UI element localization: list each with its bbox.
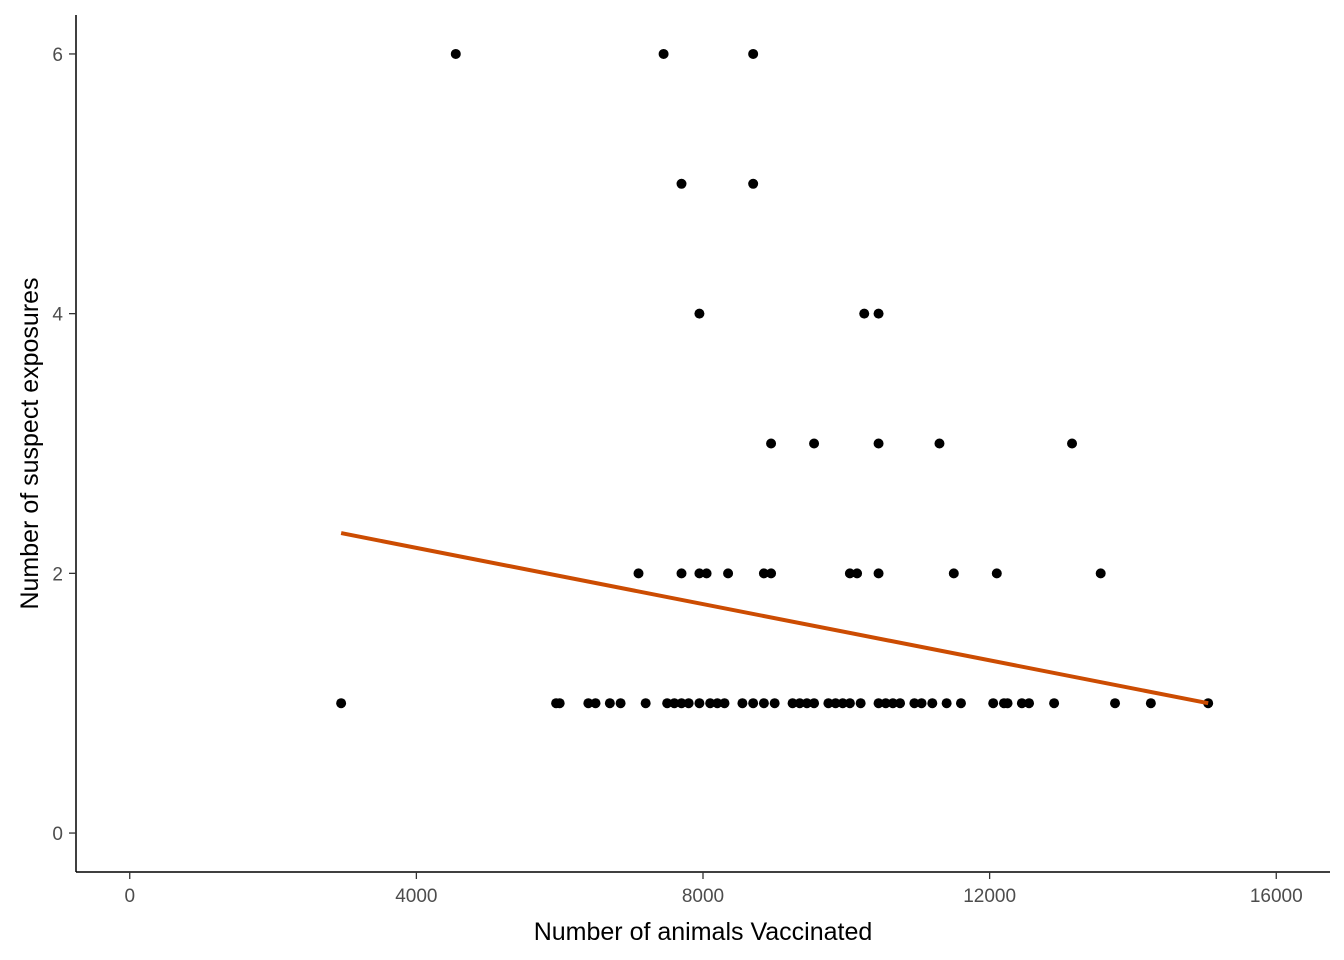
- data-point: [737, 698, 748, 709]
- data-point: [844, 698, 855, 709]
- data-point: [676, 568, 687, 579]
- data-point: [909, 698, 920, 709]
- data-points: [336, 48, 1214, 709]
- data-point: [948, 568, 959, 579]
- data-point: [336, 698, 347, 709]
- data-point: [633, 568, 644, 579]
- data-point: [855, 698, 866, 709]
- data-point: [1110, 698, 1121, 709]
- data-point: [809, 438, 820, 449]
- data-point: [766, 438, 777, 449]
- y-tick-label: 2: [52, 564, 63, 585]
- data-point: [880, 698, 891, 709]
- data-point: [859, 308, 870, 319]
- data-point: [844, 568, 855, 579]
- data-point: [766, 568, 777, 579]
- data-point: [873, 568, 884, 579]
- x-axis-title: Number of animals Vaccinated: [534, 918, 873, 946]
- data-point: [748, 178, 759, 189]
- data-point: [705, 698, 716, 709]
- data-point: [823, 698, 834, 709]
- x-tick-label: 0: [124, 886, 135, 907]
- x-tick-label: 16000: [1250, 886, 1303, 907]
- data-point: [694, 308, 705, 319]
- data-point: [852, 568, 863, 579]
- data-point: [450, 48, 461, 59]
- data-point: [1145, 698, 1156, 709]
- data-point: [676, 698, 687, 709]
- data-point: [683, 698, 694, 709]
- data-point: [887, 698, 898, 709]
- data-point: [873, 308, 884, 319]
- data-point: [787, 698, 798, 709]
- data-point: [590, 698, 601, 709]
- trend-line: [340, 531, 1209, 706]
- x-tick-label: 4000: [395, 886, 437, 907]
- data-point: [669, 698, 680, 709]
- axes: [75, 15, 1330, 873]
- data-point: [1049, 698, 1060, 709]
- data-point: [758, 698, 769, 709]
- data-point: [801, 698, 812, 709]
- data-point: [1002, 698, 1013, 709]
- data-point: [758, 568, 769, 579]
- data-point: [1024, 698, 1035, 709]
- data-point: [934, 438, 945, 449]
- data-point: [941, 698, 952, 709]
- x-axis-ticks: 0 4000 8000 12000 16000: [124, 872, 1303, 907]
- x-tick-label: 8000: [682, 886, 724, 907]
- data-point: [748, 698, 759, 709]
- data-point: [1095, 568, 1106, 579]
- data-point: [583, 698, 594, 709]
- data-point: [748, 48, 759, 59]
- data-point: [988, 698, 999, 709]
- data-point: [1067, 438, 1078, 449]
- data-point: [991, 568, 1002, 579]
- x-tick-label: 12000: [963, 886, 1016, 907]
- data-point: [830, 698, 841, 709]
- data-point: [895, 698, 906, 709]
- data-point: [723, 568, 734, 579]
- y-axis-title: Number of suspect exposures: [16, 277, 44, 609]
- data-point: [809, 698, 820, 709]
- data-point: [615, 698, 626, 709]
- y-tick-label: 0: [52, 824, 63, 845]
- trend-line-layer: [340, 531, 1209, 706]
- data-point: [916, 698, 927, 709]
- data-point: [873, 438, 884, 449]
- data-point: [640, 698, 651, 709]
- data-point: [769, 698, 780, 709]
- data-point: [927, 698, 938, 709]
- data-point: [719, 698, 730, 709]
- data-point: [794, 698, 805, 709]
- y-tick-label: 6: [52, 45, 63, 66]
- data-point: [658, 48, 669, 59]
- data-point: [554, 698, 565, 709]
- data-point: [712, 698, 723, 709]
- data-point: [694, 698, 705, 709]
- data-point: [873, 698, 884, 709]
- y-tick-label: 4: [52, 305, 63, 326]
- data-point: [676, 178, 687, 189]
- data-point: [955, 698, 966, 709]
- data-point: [701, 568, 712, 579]
- data-point: [662, 698, 673, 709]
- data-point: [604, 698, 615, 709]
- data-point: [1016, 698, 1027, 709]
- data-point: [694, 568, 705, 579]
- y-axis-ticks: 0 2 4 6: [52, 45, 76, 845]
- data-point: [837, 698, 848, 709]
